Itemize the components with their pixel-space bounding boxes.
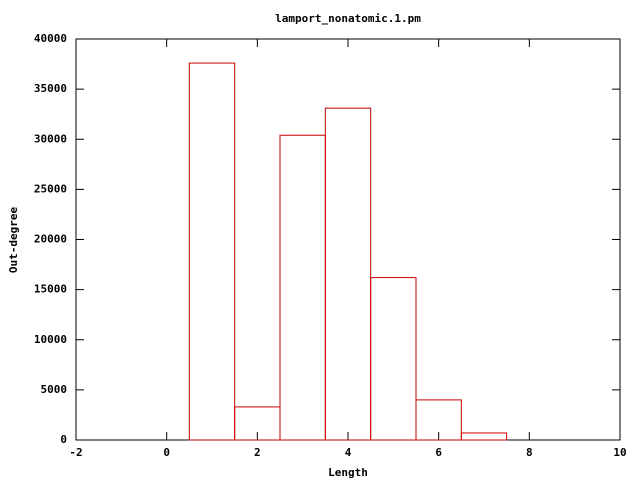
y-tick-label: 25000 xyxy=(34,182,67,195)
x-axis-label: Length xyxy=(328,466,368,479)
y-tick-label: 0 xyxy=(60,433,67,446)
plot-frame xyxy=(75,38,621,441)
y-axis-label: Out-degree xyxy=(7,207,20,274)
y-tick-label: 5000 xyxy=(41,383,68,396)
bar xyxy=(279,134,326,441)
chart-title: lamport_nonatomic.1.pm xyxy=(275,12,421,25)
x-tick-label: 4 xyxy=(345,446,352,459)
x-tick-label: 6 xyxy=(435,446,442,459)
y-tick-label: 15000 xyxy=(34,283,67,296)
x-tick-label: 8 xyxy=(526,446,533,459)
y-tick-label: 40000 xyxy=(34,32,67,45)
y-tick-label: 30000 xyxy=(34,132,67,145)
y-tick-label: 10000 xyxy=(34,333,67,346)
bar xyxy=(324,107,372,441)
bar xyxy=(415,399,462,441)
y-tick-label: 35000 xyxy=(34,82,67,95)
x-tick-label: -2 xyxy=(69,446,82,459)
y-tick-label: 20000 xyxy=(34,233,67,246)
bar xyxy=(370,277,417,441)
bar xyxy=(188,62,236,441)
x-tick-label: 10 xyxy=(613,446,626,459)
x-tick-label: 0 xyxy=(163,446,170,459)
x-tick-label: 2 xyxy=(254,446,261,459)
bar xyxy=(460,432,508,441)
